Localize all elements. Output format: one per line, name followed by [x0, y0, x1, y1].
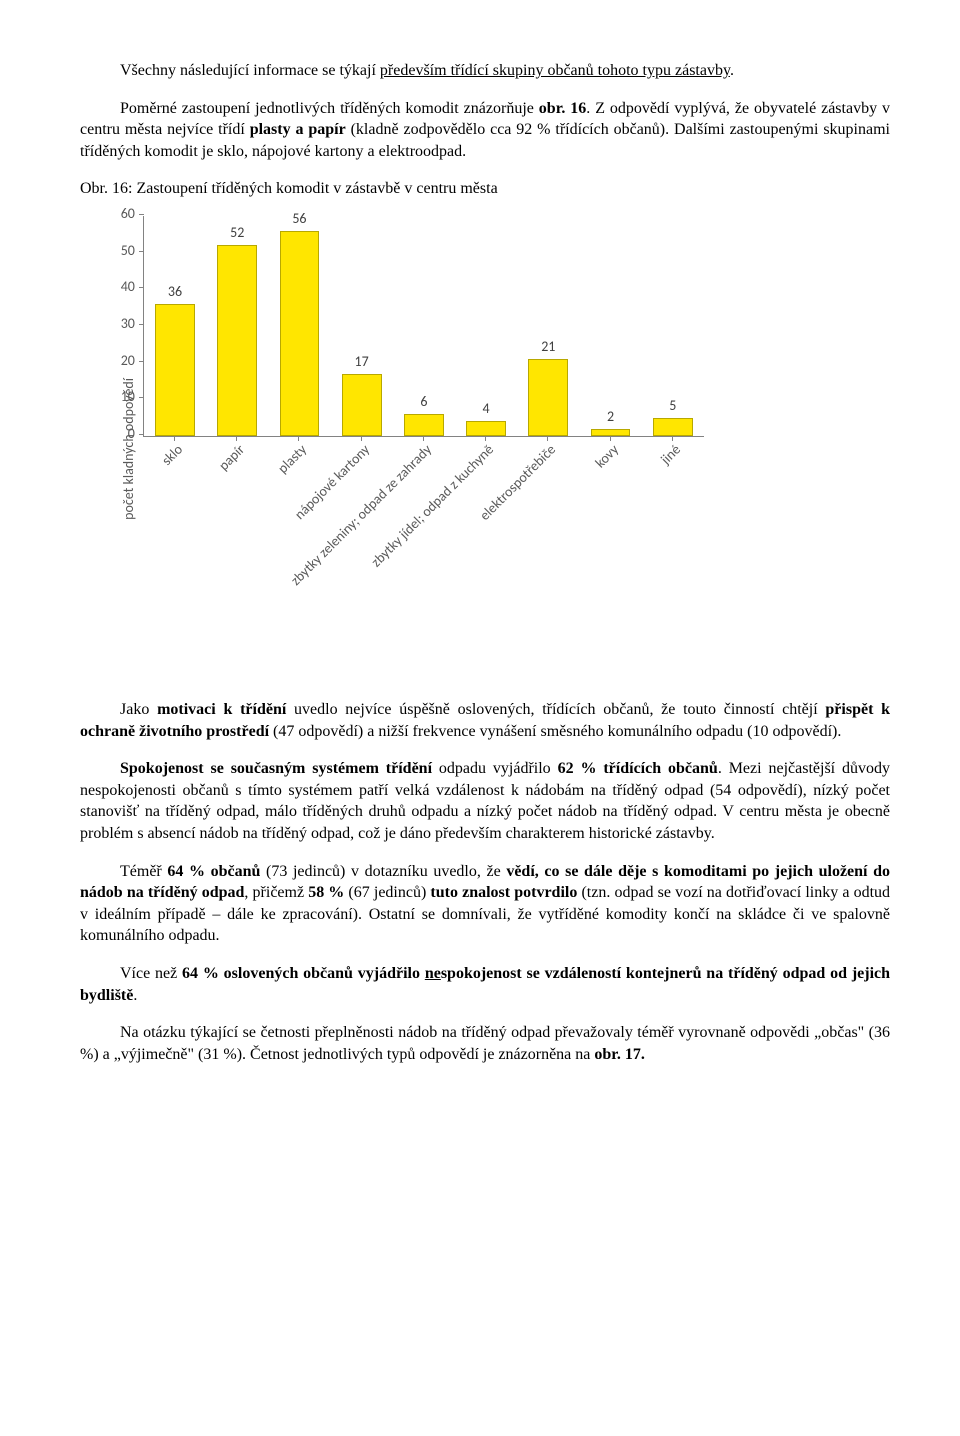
- x-label: jiné: [657, 441, 685, 469]
- text: odpadu vyjádřilo: [432, 760, 558, 777]
- text-bold: plasty a papír: [250, 121, 346, 138]
- y-tick: 0: [112, 425, 144, 444]
- text: .: [133, 987, 137, 1004]
- text: Na otázku týkající se četnosti přeplněno…: [80, 1024, 890, 1063]
- bar-column: 56: [268, 210, 330, 436]
- chart-title: Obr. 16: Zastoupení tříděných komodit v …: [80, 178, 890, 200]
- paragraph-4: Spokojenost se současným systémem tříděn…: [80, 758, 890, 844]
- x-label-slot: papír: [205, 441, 267, 681]
- bar-value-label: 36: [168, 283, 182, 302]
- x-label-slot: jiné: [641, 441, 703, 681]
- x-label-slot: kovy: [578, 441, 640, 681]
- text-bold: Spokojenost se současným systémem tříděn…: [120, 760, 432, 777]
- text-bold: motivaci k třídění: [157, 701, 286, 718]
- paragraph-3: Jako motivaci k třídění uvedlo nejvíce ú…: [80, 699, 890, 742]
- bar: [404, 414, 444, 436]
- text-bold: 58 %: [308, 884, 344, 901]
- text-bold-underlined: ne: [425, 965, 441, 982]
- bar-value-label: 4: [483, 400, 490, 419]
- text-bold: 64 % občanů: [167, 863, 260, 880]
- y-tick-label: 50: [121, 242, 135, 261]
- y-tick: 40: [112, 278, 144, 297]
- y-tick-label: 30: [121, 315, 135, 334]
- text: (73 jedinců) v dotazníku uvedlo, že: [260, 863, 506, 880]
- y-tick-label: 60: [121, 205, 135, 224]
- bar-column: 5: [642, 397, 704, 436]
- bar: [528, 359, 568, 436]
- bar-value-label: 6: [420, 393, 427, 412]
- chart-area: 36525617642125 0102030405060 sklopapírpl…: [143, 216, 704, 681]
- text: uvedlo nejvíce úspěšně oslovených, třídí…: [286, 701, 825, 718]
- bar-column: 17: [331, 353, 393, 436]
- y-tick-label: 20: [121, 352, 135, 371]
- bar-value-label: 52: [230, 224, 244, 243]
- bar-value-label: 5: [669, 397, 676, 416]
- x-labels: sklopapírplastynápojové kartonyzbytky ze…: [143, 441, 703, 681]
- y-tick-label: 40: [121, 278, 135, 297]
- bar-column: 4: [455, 400, 517, 436]
- text-underlined: především třídící skupiny občanů tohoto …: [380, 62, 730, 79]
- text-bold: 62 % třídících občanů: [558, 760, 718, 777]
- y-tick-label: 0: [128, 425, 135, 444]
- text: , přičemž: [244, 884, 308, 901]
- bar: [155, 304, 195, 436]
- text-bold: obr. 17.: [594, 1046, 645, 1063]
- bar: [280, 231, 320, 436]
- x-label: papír: [215, 441, 249, 475]
- text: Téměř: [120, 863, 167, 880]
- bar-column: 6: [393, 393, 455, 436]
- paragraph-2: Poměrné zastoupení jednotlivých tříděnýc…: [80, 98, 890, 163]
- x-label-slot: zbytky jídel; odpad z kuchyně: [454, 441, 516, 681]
- text: Jako: [120, 701, 157, 718]
- text: (47 odpovědí) a nižší frekvence vynášení…: [269, 723, 841, 740]
- text-bold: 64 % oslovených občanů vyjádřilo: [182, 965, 425, 982]
- text: (67 jedinců): [344, 884, 430, 901]
- bar-value-label: 2: [607, 408, 614, 427]
- bar-column: 2: [579, 408, 641, 436]
- x-label-slot: zbytky zeleniny; odpad ze zahrady: [392, 441, 454, 681]
- plot-area: 36525617642125 0102030405060: [143, 216, 704, 437]
- x-label-slot: sklo: [143, 441, 205, 681]
- y-tick: 10: [112, 388, 144, 407]
- y-tick: 20: [112, 352, 144, 371]
- bar-chart: počet kladných odpovědí 36525617642125 0…: [120, 216, 890, 681]
- paragraph-6: Více než 64 % oslovených občanů vyjádřil…: [80, 963, 890, 1006]
- x-label: plasty: [275, 441, 312, 478]
- y-tick-label: 10: [121, 388, 135, 407]
- y-tick: 30: [112, 315, 144, 334]
- y-tick: 50: [112, 242, 144, 261]
- bar: [653, 418, 693, 436]
- paragraph-1: Všechny následující informace se týkají …: [80, 60, 890, 82]
- text: Všechny následující informace se týkají: [120, 62, 380, 79]
- bar-column: 52: [206, 224, 268, 436]
- x-label: sklo: [158, 441, 187, 470]
- bar-column: 21: [517, 338, 579, 436]
- text-bold: obr. 16: [539, 100, 586, 117]
- bar-column: 36: [144, 283, 206, 436]
- bar: [342, 374, 382, 436]
- bar-value-label: 56: [292, 210, 306, 229]
- text: Poměrné zastoupení jednotlivých tříděnýc…: [120, 100, 539, 117]
- bar: [466, 421, 506, 436]
- y-tick: 60: [112, 205, 144, 224]
- x-label-slot: elektrospotřebiče: [516, 441, 578, 681]
- text: Více než: [120, 965, 182, 982]
- bars-container: 36525617642125: [144, 216, 704, 436]
- text-bold: tuto znalost potvrdilo: [430, 884, 577, 901]
- paragraph-7: Na otázku týkající se četnosti přeplněno…: [80, 1022, 890, 1065]
- bar-value-label: 17: [355, 353, 369, 372]
- bar: [217, 245, 257, 436]
- bar-value-label: 21: [541, 338, 555, 357]
- bar: [591, 429, 631, 436]
- text: .: [730, 62, 734, 79]
- x-label: kovy: [591, 441, 623, 473]
- paragraph-5: Téměř 64 % občanů (73 jedinců) v dotazní…: [80, 861, 890, 947]
